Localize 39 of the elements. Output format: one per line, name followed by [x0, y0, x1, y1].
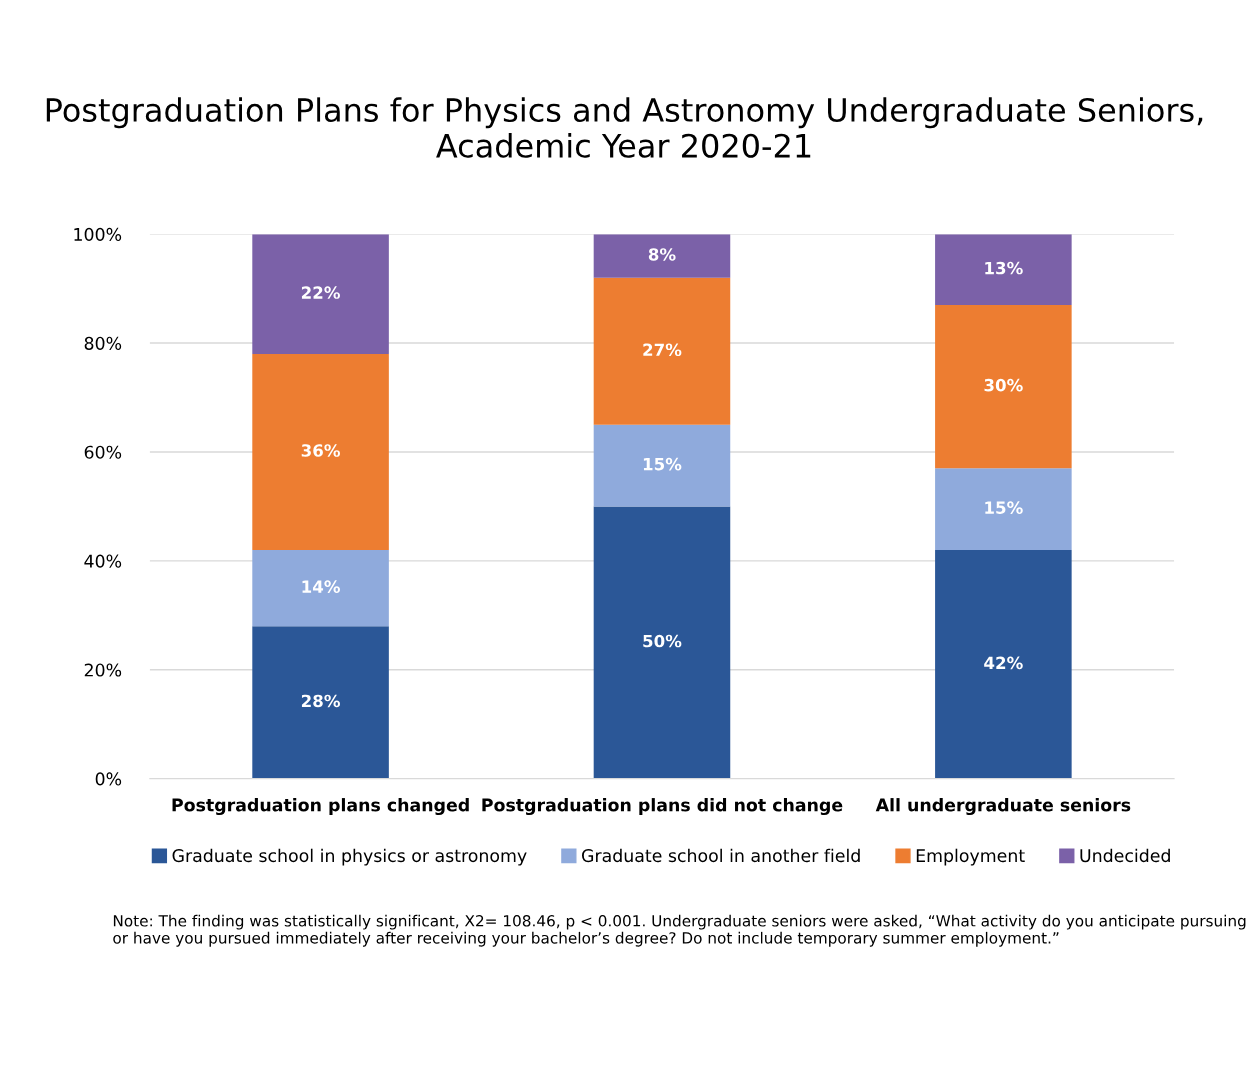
- bar: [252, 234, 389, 354]
- legend-label: Undecided: [1080, 848, 1170, 863]
- data-label: 15%: [985, 501, 1023, 514]
- bar: [935, 549, 1072, 779]
- y-tick-label: 20%: [84, 663, 122, 677]
- bar: [252, 549, 389, 627]
- data-label: 27%: [643, 343, 682, 357]
- data-label: 36%: [301, 444, 340, 457]
- data-label: 30%: [984, 378, 1023, 392]
- data-label: 22%: [301, 286, 340, 299]
- y-tick-label: 100%: [74, 227, 122, 241]
- y-tick-label: 0%: [95, 772, 122, 786]
- legend-label: Graduate school in physics or astronomy: [172, 848, 527, 866]
- text: Note: The finding was statistically significant, X2= 108.46, p < 0.001. Undergraduate seniors were asked, “What activity do you anticipate pursuing or have you pursued immediately after receiving your bachelor’s degree? Do not include temporary summer employment.”: [113, 914, 1246, 947]
- data-label: 50%: [643, 634, 682, 648]
- bar: [935, 234, 1072, 305]
- bar: [252, 626, 389, 779]
- bar: [593, 424, 731, 507]
- bar: [593, 234, 731, 278]
- chart-title: Postgraduation Plans for Physics and Astronomy Undergraduate Seniors, Academic Year 2020-21: [46, 97, 1203, 158]
- y-tick-label: 80%: [84, 336, 122, 350]
- data-label: 42%: [984, 656, 1023, 670]
- bar: [593, 506, 731, 779]
- bar: [935, 304, 1072, 469]
- legend-label: Employment: [916, 848, 1025, 866]
- bar: [593, 277, 731, 425]
- data-label: 13%: [985, 261, 1023, 275]
- legend-label: Graduate school in another field: [581, 848, 860, 863]
- data-label: 15%: [643, 457, 682, 471]
- y-tick-label: 40%: [84, 554, 122, 568]
- y-tick-label: 60%: [84, 445, 122, 459]
- data-label: 14%: [302, 580, 340, 593]
- x-tick-label: Postgraduation plans changed: [172, 798, 469, 816]
- bar: [252, 353, 389, 550]
- bar: [935, 468, 1072, 550]
- x-tick-label: Postgraduation plans did not change: [482, 798, 843, 816]
- data-label: 8%: [648, 248, 676, 261]
- x-tick-label: All undergraduate seniors: [875, 798, 1131, 816]
- data-label: 28%: [301, 694, 340, 708]
